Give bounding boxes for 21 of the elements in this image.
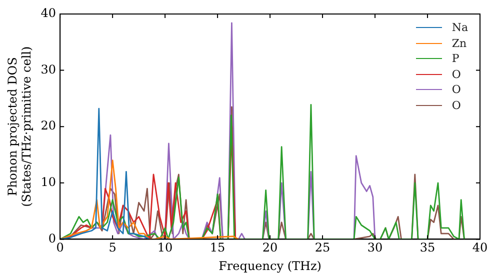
legend-label: O — [452, 98, 461, 112]
y-axis-title: Phonon projected DOS (States/THz·primitive cell) — [5, 46, 34, 207]
legend-label: P — [452, 52, 460, 66]
x-tick-label: 10 — [157, 240, 173, 255]
x-tick-label: 20 — [262, 240, 278, 255]
x-tick-label: 15 — [210, 240, 226, 255]
x-tick-label: 25 — [314, 240, 330, 255]
legend-label: O — [452, 68, 461, 81]
y-tick-label: 20 — [40, 118, 56, 133]
legend-label: O — [452, 83, 461, 96]
x-tick-label: 35 — [420, 240, 436, 255]
legend-label: Zn — [452, 36, 467, 50]
y-tick-label: 40 — [40, 6, 56, 20]
y-tick-label: 0 — [48, 231, 56, 246]
y-tick-label: 30 — [40, 62, 56, 76]
x-tick-label: 5 — [108, 240, 116, 255]
x-tick-label: 30 — [367, 240, 383, 255]
y-tick-label: 10 — [40, 175, 56, 190]
legend-label: Na — [452, 21, 468, 34]
x-axis-title: Frequency (THz) — [218, 258, 322, 273]
x-tick-label: 40 — [472, 240, 488, 255]
